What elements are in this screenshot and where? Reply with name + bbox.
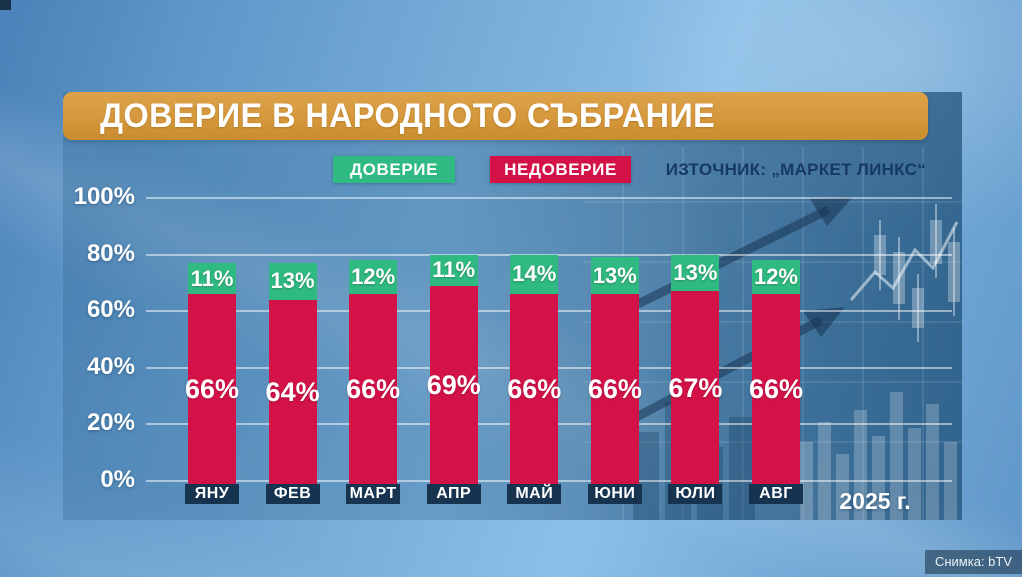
y-axis-label: 60% xyxy=(86,296,135,324)
y-axis-label: 20% xyxy=(86,409,135,437)
month-label: ЮНИ xyxy=(587,484,642,504)
year-label: 2025 г. xyxy=(839,488,911,514)
month-label: АВГ xyxy=(748,484,803,504)
bar-distrust-segment: 64% xyxy=(266,299,320,485)
bar-trust-segment: 13% xyxy=(268,263,317,300)
bar-trust-segment: 13% xyxy=(590,257,639,295)
bar-distrust-segment: 66% xyxy=(749,294,803,485)
y-axis-label: 80% xyxy=(86,239,135,267)
bar-trust-segment: 11% xyxy=(429,254,478,286)
y-axis-label: 100% xyxy=(73,183,135,210)
bar-distrust-segment: 66% xyxy=(346,294,400,485)
corner-marker xyxy=(0,0,11,10)
month-label: ЯНУ xyxy=(185,484,239,504)
month-label: АПР xyxy=(426,484,481,504)
chart-panel: ДОВЕРИЕ В НАРОДНОТО СЪБРАНИЕ ДОВЕРИЕ НЕД… xyxy=(63,92,962,520)
source-label: ИЗТОЧНИК: „МАРКЕТ ЛИНКС“ xyxy=(665,160,926,179)
bar-distrust-segment: 69% xyxy=(427,285,481,485)
bar-distrust-segment: 66% xyxy=(507,294,561,485)
bar-trust-segment: 14% xyxy=(510,254,559,295)
legend-trust-label: ДОВЕРИЕ xyxy=(349,159,439,179)
legend-trust-chip: ДОВЕРИЕ xyxy=(333,156,455,183)
bar-trust-segment: 13% xyxy=(671,254,720,292)
photo-credit: Снимка: bTV xyxy=(924,550,1022,574)
bar-trust-segment: 11% xyxy=(188,263,236,295)
page-title: ДОВЕРИЕ В НАРОДНОТО СЪБРАНИЕ xyxy=(100,96,716,135)
bar-trust-segment: 12% xyxy=(751,260,800,295)
gridline xyxy=(146,197,952,199)
bar-distrust-segment: 66% xyxy=(588,294,642,485)
y-axis-label: 0% xyxy=(100,466,135,493)
bar-trust-segment: 12% xyxy=(349,260,398,295)
bar-distrust-segment: 67% xyxy=(668,291,722,485)
month-label: МАРТ xyxy=(346,484,401,504)
legend-distrust-label: НЕДОВЕРИЕ xyxy=(504,159,617,179)
legend-distrust-chip: НЕДОВЕРИЕ xyxy=(490,156,631,183)
month-label: ЮЛИ xyxy=(668,484,723,504)
month-label: ФЕВ xyxy=(265,484,320,504)
month-label: МАЙ xyxy=(507,484,562,504)
y-axis-label: 40% xyxy=(86,352,135,380)
title-banner: ДОВЕРИЕ В НАРОДНОТО СЪБРАНИЕ xyxy=(63,92,928,140)
bar-distrust-segment: 66% xyxy=(185,294,239,485)
chart-area: 100% 80% 60% 40% 20% 0% 66% 11% ЯНУ 64% 13% ФЕВ 66% 1… xyxy=(63,92,962,520)
